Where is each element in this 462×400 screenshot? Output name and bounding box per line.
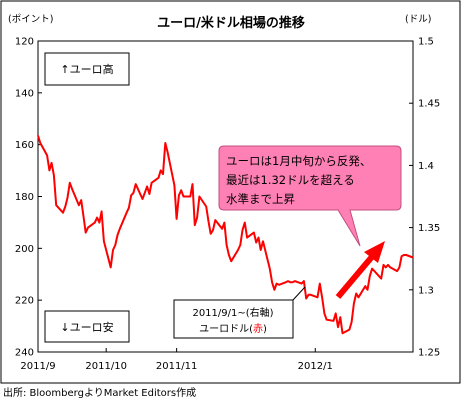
series-label-line-1: 2011/9/1~(右軸) — [192, 306, 273, 319]
right-tick-label: 1.35 — [418, 223, 440, 234]
euro-weak-label: ↓ユーロ安 — [60, 320, 113, 334]
x-tick-label: 2011/10 — [85, 361, 127, 372]
trend-arrow-head — [364, 241, 385, 263]
left-axis: 120 140 160 180 200 220 240 — [15, 37, 42, 359]
x-tick-label: 2011/9 — [20, 361, 55, 372]
right-tick-label: 1.45 — [418, 99, 440, 110]
callout-line-1: ユーロは1月中旬から反発、 — [226, 154, 371, 168]
euro-strong-label: ↑ユーロ高 — [60, 62, 113, 76]
euro-weak-box — [44, 310, 130, 343]
x-axis: 2011/9 2011/10 2011/11 2012/1 — [20, 348, 333, 372]
left-axis-unit: (ポイント) — [8, 14, 53, 25]
chart-title: ユーロ/米ドル相場の推移 — [157, 15, 305, 31]
left-tick-label: 240 — [15, 348, 34, 359]
right-tick-label: 1.25 — [418, 348, 440, 359]
right-axis-unit: (ドル) — [405, 14, 431, 25]
right-tick-label: 1.5 — [418, 37, 434, 48]
right-tick-label: 1.3 — [418, 285, 434, 296]
callout-line-2: 最近は1.32ドルを超える — [226, 173, 355, 187]
series-label-line-2: ユーロドル(赤) — [199, 323, 267, 335]
euro-strong-box — [44, 52, 130, 86]
trend-arrow-shaft — [335, 250, 379, 299]
left-tick-label: 200 — [15, 244, 34, 255]
left-tick-label: 180 — [15, 192, 34, 203]
callout-balloon — [218, 145, 402, 247]
series-line-eurusd — [37, 135, 414, 335]
left-tick-label: 120 — [15, 37, 34, 48]
callout-line-3: 水準まで上昇 — [226, 192, 295, 206]
outer-frame — [0, 0, 461, 384]
right-tick-label: 1.4 — [418, 161, 434, 172]
left-tick-label: 140 — [15, 88, 34, 99]
left-tick-label: 160 — [15, 140, 34, 151]
source-note: 出所: BloombergよりMarket Editors作成 — [3, 386, 196, 399]
x-tick-label: 2012/1 — [298, 361, 333, 372]
series-label-box — [173, 299, 294, 339]
series-label-leader — [292, 286, 306, 301]
right-axis: 1.5 1.45 1.4 1.35 1.3 1.25 — [409, 37, 440, 359]
x-tick-label: 2011/11 — [156, 361, 198, 372]
left-tick-label: 220 — [15, 296, 34, 307]
